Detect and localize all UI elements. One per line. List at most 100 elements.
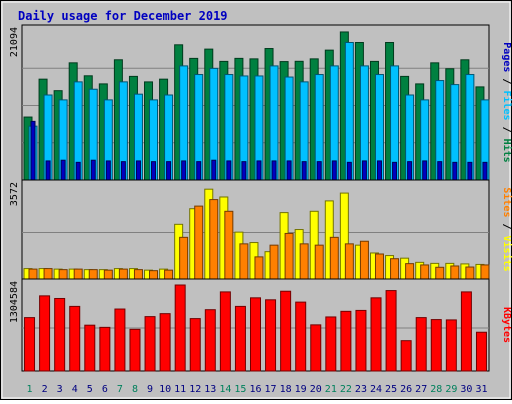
bar-pages-day-22	[346, 161, 352, 181]
bar-sites-day-10	[164, 269, 174, 280]
bar-kbytes-day-3	[54, 297, 66, 372]
bar-kbytes-day-25	[385, 290, 397, 372]
bar-pages-day-31	[482, 161, 488, 181]
bar-kbytes-day-12	[189, 318, 201, 372]
bar-sites-day-3	[58, 269, 68, 280]
bar-kbytes-day-22	[340, 310, 352, 372]
bar-pages-day-21	[331, 160, 337, 181]
bar-kbytes-day-5	[84, 324, 96, 372]
bar-pages-day-19	[301, 161, 307, 181]
day-label-2: 2	[42, 384, 48, 395]
day-label-3: 3	[57, 384, 63, 395]
bar-sites-day-2	[43, 268, 53, 280]
bar-sites-day-24	[374, 253, 384, 280]
bar-pages-day-24	[376, 160, 382, 181]
bar-sites-day-14	[224, 210, 234, 280]
bar-sites-day-5	[88, 269, 98, 280]
bar-pages-day-14	[226, 160, 232, 181]
bar-sites-day-30	[465, 266, 475, 280]
day-label-28: 28	[430, 384, 442, 395]
bar-kbytes-day-31	[475, 331, 487, 372]
bar-kbytes-day-6	[99, 326, 111, 372]
day-label-8: 8	[132, 384, 138, 395]
bar-pages-day-20	[316, 161, 322, 181]
bar-pages-day-2	[45, 160, 51, 181]
bar-pages-day-5	[90, 159, 96, 181]
bar-kbytes-day-9	[144, 316, 156, 372]
bar-sites-day-26	[405, 263, 415, 280]
legend-hits-files-pages: Pages / Files / Hits	[501, 42, 512, 162]
day-label-15: 15	[234, 384, 246, 395]
bar-sites-day-27	[420, 264, 430, 280]
bar-kbytes-day-23	[355, 309, 367, 372]
day-label-21: 21	[325, 384, 337, 395]
day-label-20: 20	[310, 384, 322, 395]
bar-sites-day-18	[284, 232, 294, 280]
bar-sites-day-21	[329, 236, 339, 280]
bar-kbytes-day-21	[325, 316, 337, 372]
day-label-4: 4	[72, 384, 78, 395]
max-label-kbytes: 1304584	[9, 281, 20, 323]
bar-pages-day-10	[166, 161, 172, 181]
bar-kbytes-day-20	[310, 324, 322, 372]
bar-kbytes-day-11	[174, 284, 186, 372]
bar-pages-day-27	[422, 160, 428, 181]
day-label-23: 23	[355, 384, 367, 395]
bar-kbytes-day-26	[400, 340, 412, 372]
day-label-5: 5	[87, 384, 93, 395]
bar-sites-day-16	[254, 256, 264, 280]
bar-kbytes-day-10	[159, 313, 171, 372]
legend-visits-sites: Sites / Visits	[501, 187, 512, 271]
day-label-14: 14	[219, 384, 231, 395]
bar-pages-day-8	[135, 160, 141, 181]
bar-kbytes-day-4	[69, 305, 81, 372]
max-label-hits-files-pages: 21094	[9, 27, 20, 57]
bar-kbytes-day-24	[370, 297, 382, 372]
bar-kbytes-day-27	[415, 317, 427, 372]
bar-kbytes-day-8	[129, 328, 141, 372]
bar-pages-day-26	[407, 161, 413, 181]
bar-pages-day-11	[181, 160, 187, 181]
bar-sites-day-25	[390, 258, 400, 280]
bar-pages-day-15	[241, 161, 247, 181]
bar-sites-day-7	[118, 268, 128, 280]
bar-sites-day-9	[149, 270, 159, 280]
bar-kbytes-day-29	[445, 319, 457, 372]
bar-sites-day-31	[480, 264, 490, 280]
day-label-18: 18	[280, 384, 292, 395]
day-label-29: 29	[445, 384, 457, 395]
day-label-30: 30	[460, 384, 472, 395]
day-label-17: 17	[265, 384, 277, 395]
bar-kbytes-day-18	[280, 290, 292, 372]
bar-sites-day-29	[450, 265, 460, 280]
bar-sites-day-15	[239, 243, 249, 280]
bar-kbytes-day-28	[430, 319, 442, 372]
bar-files-day-22	[344, 41, 354, 181]
bar-kbytes-day-17	[265, 299, 277, 372]
bar-kbytes-day-7	[114, 308, 126, 372]
day-label-10: 10	[159, 384, 171, 395]
bar-pages-day-1	[30, 120, 36, 181]
max-label-visits-sites: 3572	[9, 182, 20, 206]
day-label-22: 22	[340, 384, 352, 395]
bar-sites-day-22	[344, 243, 354, 280]
day-label-7: 7	[117, 384, 123, 395]
bar-sites-day-20	[314, 244, 324, 280]
day-label-1: 1	[27, 384, 33, 395]
bar-sites-day-4	[73, 268, 83, 280]
bar-sites-day-8	[133, 269, 143, 280]
bar-pages-day-12	[196, 161, 202, 181]
bar-sites-day-11	[179, 236, 189, 280]
day-label-12: 12	[189, 384, 201, 395]
bar-kbytes-day-16	[250, 297, 261, 372]
bar-sites-day-28	[435, 266, 445, 280]
bar-sites-day-23	[359, 240, 369, 280]
bar-kbytes-day-2	[39, 295, 51, 372]
day-label-6: 6	[102, 384, 108, 395]
bar-sites-day-13	[209, 199, 219, 280]
day-label-27: 27	[415, 384, 427, 395]
legend-kbytes: KBytes	[501, 307, 512, 343]
bar-pages-day-29	[452, 161, 458, 181]
bar-pages-day-7	[120, 161, 126, 181]
